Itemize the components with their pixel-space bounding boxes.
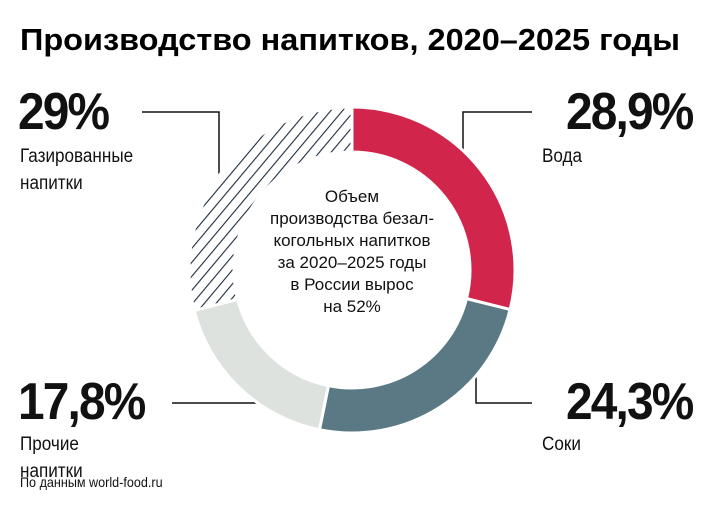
annotation-line: за 2020–2025 годы bbox=[277, 253, 427, 272]
category-label: Прочие напитки bbox=[20, 434, 83, 482]
leader-line bbox=[475, 365, 532, 404]
value-label: 28,9% bbox=[565, 83, 694, 141]
donut-slice bbox=[317, 296, 512, 435]
annotation-line: Объем bbox=[324, 187, 380, 206]
donut-slice bbox=[187, 105, 354, 313]
category-label: Вода bbox=[542, 146, 583, 167]
value-label: 29% bbox=[18, 83, 110, 141]
leader-line bbox=[142, 111, 220, 182]
donut bbox=[187, 105, 517, 435]
value-label: 17,8% bbox=[18, 373, 146, 431]
annotation-line: в России вырос bbox=[290, 275, 414, 294]
center-annotation: Объем производства безал-когольных напитк… bbox=[252, 186, 452, 318]
category-label: Газированные напитки bbox=[20, 146, 134, 194]
source: По данным world-food.ru bbox=[20, 474, 163, 490]
annotation-line: на 52% bbox=[323, 297, 381, 316]
annotation-line: производства безал- bbox=[269, 209, 434, 228]
category-label: Соки bbox=[542, 434, 581, 455]
annotation-line: когольных напитков bbox=[273, 231, 431, 250]
chart-title: Производство напитков, 2020–2025 годы bbox=[20, 22, 680, 57]
value-label: 24,3% bbox=[565, 373, 694, 431]
donut-slice bbox=[192, 297, 331, 432]
leader-line bbox=[462, 111, 532, 150]
